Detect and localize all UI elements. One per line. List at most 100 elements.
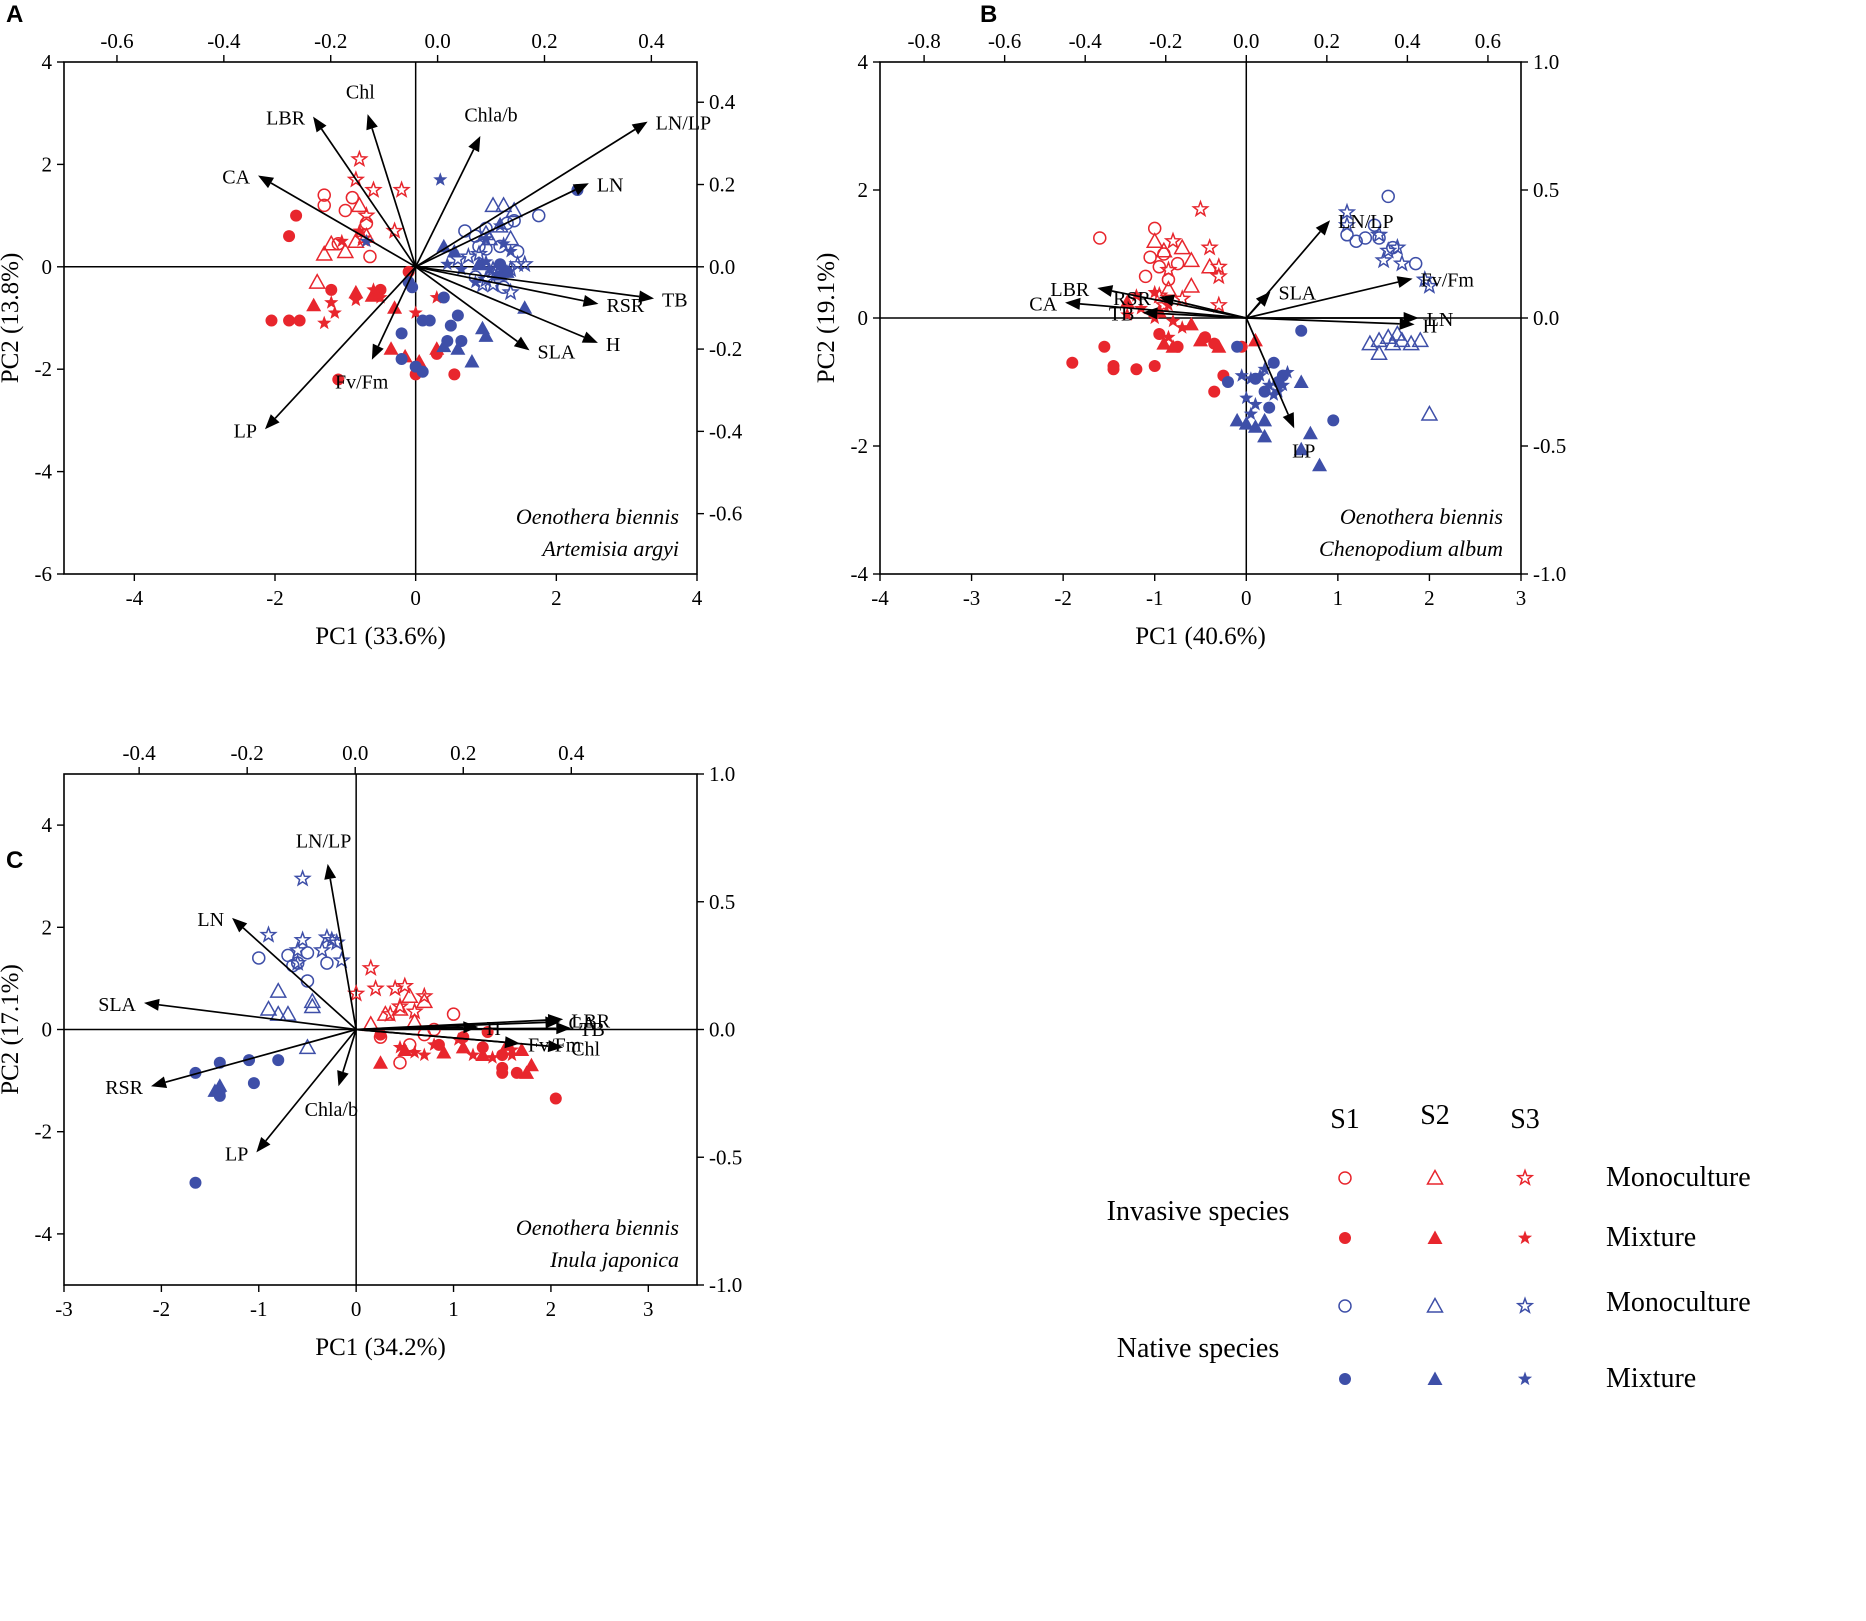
right-tick-label: -0.4 [709,419,743,443]
top-tick-label: 0.4 [638,29,665,53]
panel-label-b: B [980,1,997,28]
data-point [247,1077,260,1090]
data-point [519,1065,535,1079]
data-point [492,218,508,232]
top-tick-label: -0.6 [100,29,133,53]
legend-row-native-monoculture: Monoculture [1606,1287,1751,1318]
y-tick-label: -4 [851,562,869,586]
data-point [1165,339,1181,353]
data-point [400,987,419,1004]
data-point [1175,320,1190,334]
loading-vector [415,265,640,298]
biplot-panel-b: -4 -3 -2 -1 0 1 2 3 -4 -2 0 2 4 -0.8 -0.6 -0.4 -0.2 0.0 0.… [813,29,1566,650]
data-point [482,261,497,276]
data-point [1182,276,1201,293]
right-tick-label: 0.4 [709,90,736,114]
loading-vector-arrowhead [1142,307,1158,320]
data-point [1156,336,1172,350]
data-point [489,267,504,281]
data-point [436,1044,452,1059]
data-point [1381,189,1395,204]
data-point [298,1038,317,1055]
data-point [1411,331,1430,348]
loading-vector [274,266,417,419]
loading-vector-label: Chla/b [305,1099,358,1121]
loading-vector-arrowhead [1097,285,1114,297]
top-tick-label: 0.2 [1314,29,1340,53]
top-tick-label: 0.2 [450,741,476,765]
data-point [1293,441,1309,456]
data-point [496,1066,509,1079]
right-tick-label: 0.0 [709,255,735,279]
data-point [1302,425,1318,440]
data-point [485,1050,500,1064]
data-point [472,239,486,254]
y-tick-label: 2 [42,152,53,176]
plot-frame [63,61,698,575]
data-point [364,180,383,198]
data-point [1229,412,1245,427]
data-point [406,281,419,294]
loading-vector-label: RSR [1113,288,1151,310]
data-point [1247,419,1263,433]
data-point [334,233,349,248]
data-point [496,1049,509,1062]
legend-group-invasive: Invasive species [1107,1196,1290,1227]
x-tick-label: 3 [1516,586,1527,610]
data-point [1159,260,1178,278]
data-point [405,1001,424,1020]
data-point [346,170,366,188]
x-tick-label: 0 [410,586,421,610]
data-point [451,309,464,322]
x-tick-label: 0 [1241,586,1252,610]
data-point [417,1047,432,1062]
y-tick-label: 0 [858,306,869,330]
data-point [1415,269,1435,288]
data-point [1130,363,1143,376]
data-point [361,958,381,976]
x-tick-label: -1 [1146,586,1164,610]
y-tick-label: 4 [42,813,53,837]
biplot-panel-a: -4 -2 0 2 4 -6 -4 -2 0 2 4 -0.6 -0.4 -0.2 0.0 0.2 0.4 -0.… [0,29,743,650]
legend-marker [1426,1168,1444,1185]
x-tick-label: -3 [55,1297,73,1321]
data-point [454,261,469,276]
data-point [387,300,403,314]
biplot-panel-c: -3 -2 -1 0 1 2 3 -4 -2 0 2 4 -0.4 -0.2 0.0 0.2 0.4 -1.0 -0… [0,741,742,1361]
loading-vector [356,1019,549,1031]
legend-row-invasive-monoculture: Monoculture [1606,1162,1751,1193]
loading-vector-arrowhead [1282,412,1295,429]
loading-vector-label: CA [222,166,250,188]
data-point [1200,237,1219,256]
loading-vector-label: LP [234,420,257,442]
data-point [1267,356,1280,369]
data-point [1208,385,1221,398]
loading-vector-label: H [606,334,620,356]
legend-group-native: Native species [1117,1333,1280,1364]
data-point [1257,412,1273,427]
right-tick-label: -1.0 [709,1273,742,1297]
x-tick-label: 1 [448,1297,459,1321]
data-point [393,1055,407,1070]
data-point [510,1066,523,1079]
data-point [317,198,331,213]
loading-vector-arrowhead [258,175,275,189]
loading-vector-label: LN [597,174,624,196]
top-tick-label: 0.4 [558,741,585,765]
data-point [1211,339,1227,353]
loading-vector [342,1029,357,1073]
data-point [483,275,503,293]
loading-vector [320,128,417,268]
data-point [1243,406,1258,421]
y-tick-label: 2 [858,178,869,202]
loading-vector [265,1028,357,1142]
loading-vector-label: CA [1029,294,1057,316]
data-point [1193,332,1208,347]
legend-col-s2: S2 [1420,1100,1450,1131]
data-point [1275,377,1290,392]
x-tick-label: -4 [871,586,889,610]
data-point [397,1042,413,1056]
loading-vector-arrowhead [371,343,384,360]
right-tick-label: -0.5 [709,1145,742,1169]
